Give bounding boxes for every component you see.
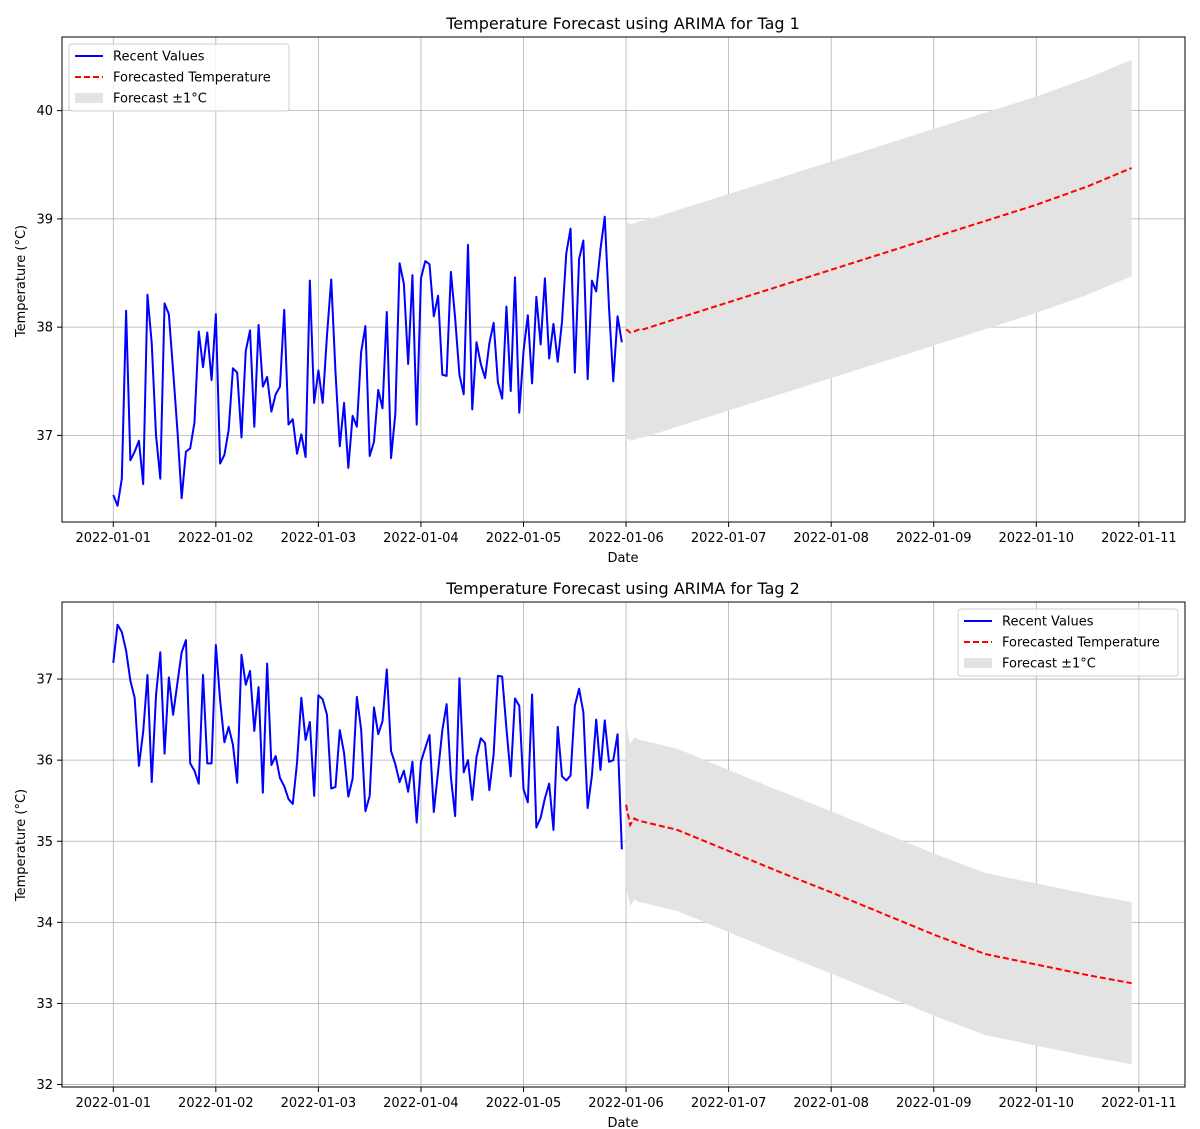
x-tick-label: 2022-01-04 bbox=[383, 531, 459, 546]
legend: Recent Values Forecasted Temperature Forec… bbox=[957, 608, 1179, 677]
x-tick-label: 2022-01-07 bbox=[691, 531, 767, 546]
forecast-line bbox=[625, 804, 1132, 985]
legend-box bbox=[957, 608, 1179, 677]
x-tick-label: 2022-01-11 bbox=[1101, 531, 1177, 546]
x-axis-ticks: 2022-01-01 2022-01-02 2022-01-03 2022-01-04… bbox=[75, 522, 1177, 546]
chart-title: Temperature Forecast using ARIMA for Tag… bbox=[445, 14, 800, 33]
legend-label: Forecast ±1°C bbox=[113, 92, 207, 107]
recent-values-line bbox=[112, 215, 623, 507]
y-tick-label: 34 bbox=[36, 916, 53, 931]
chart-tag-2: Temperature Forecast using ARIMA for Tag… bbox=[14, 579, 1186, 1129]
legend-label: Recent Values bbox=[1002, 615, 1094, 630]
y-axis-ticks: 37 38 39 40 bbox=[36, 104, 62, 444]
x-tick-label: 2022-01-05 bbox=[486, 1096, 562, 1111]
x-tick-label: 2022-01-10 bbox=[999, 531, 1075, 546]
x-tick-label: 2022-01-09 bbox=[896, 1096, 972, 1111]
x-axis-label: Date bbox=[607, 551, 638, 566]
y-tick-label: 39 bbox=[36, 212, 53, 227]
plot-frame bbox=[61, 601, 1186, 1088]
series bbox=[112, 167, 1133, 507]
chart-tag-1: Temperature Forecast using ARIMA for Tag… bbox=[14, 14, 1186, 566]
forecast-band-area bbox=[626, 723, 1132, 1065]
x-tick-label: 2022-01-03 bbox=[281, 1096, 357, 1111]
y-tick-label: 40 bbox=[36, 104, 53, 119]
y-tick-label: 37 bbox=[36, 673, 53, 688]
x-axis-ticks: 2022-01-01 2022-01-02 2022-01-03 2022-01-04… bbox=[75, 1087, 1177, 1111]
x-tick-label: 2022-01-11 bbox=[1101, 1096, 1177, 1111]
x-tick-label: 2022-01-02 bbox=[178, 1096, 254, 1111]
forecast-band-area bbox=[626, 59, 1132, 441]
y-tick-label: 36 bbox=[36, 754, 53, 769]
x-tick-label: 2022-01-01 bbox=[75, 1096, 151, 1111]
x-tick-label: 2022-01-08 bbox=[793, 531, 869, 546]
forecast-line bbox=[625, 167, 1133, 334]
x-tick-label: 2022-01-03 bbox=[281, 531, 357, 546]
y-tick-label: 35 bbox=[36, 835, 53, 850]
x-axis-label: Date bbox=[607, 1116, 638, 1129]
legend: Recent Values Forecasted Temperature Forec… bbox=[68, 43, 290, 112]
legend-label: Forecasted Temperature bbox=[1002, 636, 1160, 651]
legend-box bbox=[68, 43, 290, 112]
x-tick-label: 2022-01-08 bbox=[793, 1096, 869, 1111]
plot-frame bbox=[61, 36, 1186, 523]
legend-swatch-patch bbox=[75, 93, 103, 103]
x-tick-label: 2022-01-01 bbox=[75, 531, 151, 546]
legend-label: Forecasted Temperature bbox=[113, 71, 271, 86]
recent-values-line bbox=[112, 623, 623, 850]
forecast-band bbox=[626, 59, 1132, 441]
x-tick-label: 2022-01-10 bbox=[999, 1096, 1075, 1111]
x-tick-label: 2022-01-05 bbox=[486, 531, 562, 546]
x-tick-label: 2022-01-02 bbox=[178, 531, 254, 546]
y-tick-label: 38 bbox=[36, 321, 53, 336]
y-axis-label: Temperature (°C) bbox=[14, 789, 29, 902]
chart-title: Temperature Forecast using ARIMA for Tag… bbox=[445, 579, 800, 598]
y-axis-ticks: 32 33 34 35 36 37 bbox=[36, 673, 62, 1093]
y-axis-label: Temperature (°C) bbox=[14, 225, 29, 338]
x-tick-label: 2022-01-07 bbox=[691, 1096, 767, 1111]
x-tick-label: 2022-01-09 bbox=[896, 531, 972, 546]
legend-swatch-patch bbox=[964, 658, 992, 668]
legend-label: Forecast ±1°C bbox=[1002, 657, 1096, 672]
x-tick-label: 2022-01-06 bbox=[588, 1096, 664, 1111]
x-tick-label: 2022-01-04 bbox=[383, 1096, 459, 1111]
series bbox=[112, 623, 1132, 985]
legend-label: Recent Values bbox=[113, 50, 205, 65]
y-tick-label: 37 bbox=[36, 429, 53, 444]
forecast-band bbox=[626, 723, 1132, 1065]
y-tick-label: 33 bbox=[36, 997, 53, 1012]
y-tick-label: 32 bbox=[36, 1078, 53, 1093]
x-tick-label: 2022-01-06 bbox=[588, 531, 664, 546]
